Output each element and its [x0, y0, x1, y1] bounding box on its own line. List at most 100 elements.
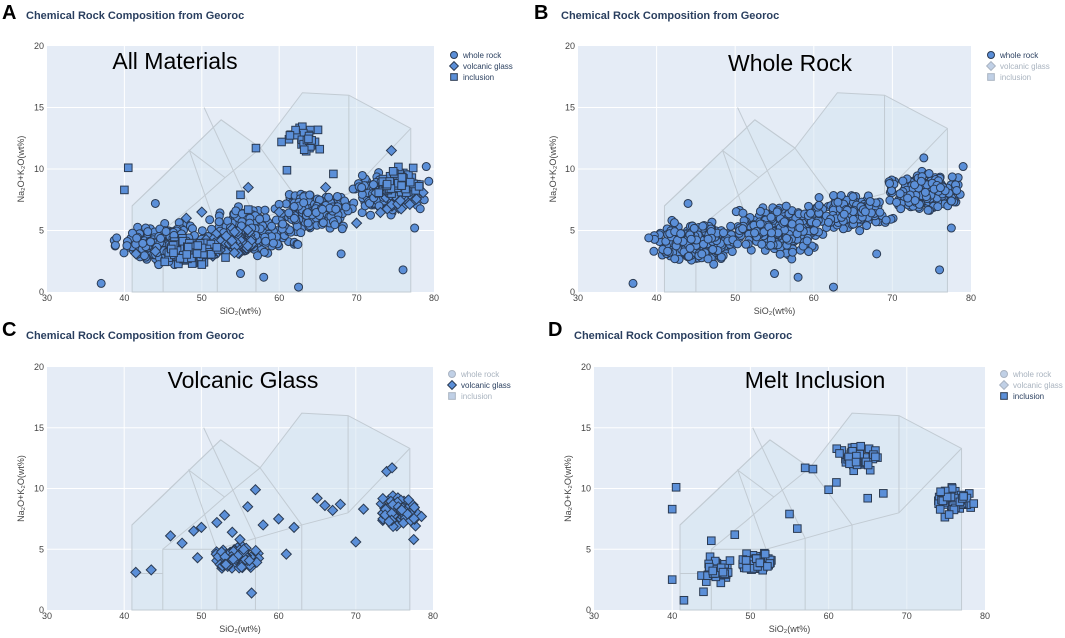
data-point: [386, 462, 398, 474]
panel-c-x-tick-label: 80: [428, 611, 438, 621]
data-point: [123, 163, 133, 173]
data-point: [959, 492, 968, 501]
data-point: [119, 248, 129, 258]
data-point: [811, 218, 821, 228]
panel-b-title: Chemical Rock Composition from Georoc: [561, 10, 779, 22]
legend-label: volcanic glass: [463, 62, 513, 71]
data-point: [187, 525, 200, 537]
panel-b-legend-item-whole-rock[interactable]: whole rock: [987, 51, 1040, 60]
data-point: [800, 463, 810, 473]
panel-a-x-tick-label: 40: [119, 293, 129, 303]
data-point: [330, 220, 340, 230]
data-point: [663, 246, 673, 256]
panel-d-x-tick-label: 70: [902, 611, 912, 621]
panel-a-legend[interactable]: whole rock volcanic glass inclusion: [448, 51, 513, 82]
data-point: [851, 457, 861, 467]
data-point: [259, 272, 269, 282]
panel-c-legend-item-volcanic-glass[interactable]: volcanic glass: [446, 379, 511, 391]
data-point: [828, 282, 838, 292]
panel-a-legend-item-volcanic-glass[interactable]: volcanic glass: [448, 60, 513, 72]
panel-a-legend-item-whole-rock[interactable]: whole rock: [450, 51, 503, 60]
legend-label: inclusion: [1000, 73, 1031, 82]
data-point: [397, 181, 406, 190]
data-point: [130, 248, 142, 260]
data-point: [145, 564, 157, 576]
panel-d-legend[interactable]: whole rock volcanic glass inclusion: [998, 370, 1063, 401]
panel-d-y-tick-label: 20: [581, 362, 591, 372]
panel-c-y-tick-label: 10: [34, 484, 44, 494]
data-point: [303, 218, 313, 228]
panel-c-x-tick-label: 60: [274, 611, 284, 621]
data-point: [195, 521, 208, 534]
panel-b-legend[interactable]: whole rock volcanic glass inclusion: [985, 51, 1050, 82]
data-point: [183, 242, 193, 252]
data-point: [782, 233, 792, 243]
data-point: [227, 553, 239, 566]
data-point: [919, 153, 929, 163]
panel-a-x-tick-label: 30: [42, 293, 52, 303]
data-point: [935, 505, 945, 514]
panel-b-legend-item-volcanic-glass[interactable]: volcanic glass: [985, 60, 1050, 72]
panel-c-legend[interactable]: whole rock volcanic glass inclusion: [446, 370, 511, 401]
data-point: [628, 278, 638, 288]
legend-marker-icon: [446, 379, 458, 391]
data-point: [160, 257, 170, 267]
data-point: [374, 206, 387, 219]
data-point: [699, 587, 708, 597]
data-point: [795, 223, 805, 233]
data-point: [741, 556, 751, 565]
panel-a-y-tick-label: 15: [34, 103, 44, 113]
legend-marker-icon: [448, 370, 456, 378]
panel-d-tas-boundary: [679, 439, 771, 526]
data-point: [879, 489, 888, 498]
data-point: [299, 145, 309, 155]
legend-label: whole rock: [462, 51, 502, 60]
panel-b-x-tick-label: 40: [652, 293, 662, 303]
data-point: [697, 249, 707, 259]
data-point: [916, 176, 926, 186]
panel-b-legend-item-inclusion[interactable]: inclusion: [987, 73, 1031, 82]
panel-c-tas-boundary: [162, 467, 261, 550]
panel-a-annotation: All Materials: [112, 48, 237, 74]
data-point: [197, 226, 207, 236]
panel-d-legend-item-inclusion[interactable]: inclusion: [1000, 392, 1044, 401]
data-point: [234, 533, 246, 546]
data-point: [709, 259, 719, 269]
data-point: [772, 207, 782, 217]
data-point: [785, 509, 794, 519]
data-point: [923, 205, 933, 215]
data-point: [303, 208, 313, 218]
data-point: [806, 208, 816, 218]
data-point: [824, 485, 833, 495]
data-point: [835, 449, 844, 458]
panel-d-legend-item-whole-rock[interactable]: whole rock: [1000, 370, 1053, 379]
data-point: [228, 226, 241, 238]
data-point: [833, 197, 843, 207]
data-point: [282, 165, 292, 175]
data-point: [718, 567, 728, 577]
panel-a-tas-boundary: [203, 107, 257, 220]
panel-a-legend-item-inclusion[interactable]: inclusion: [450, 73, 494, 82]
data-point: [196, 206, 208, 218]
panel-c-legend-item-inclusion[interactable]: inclusion: [448, 392, 492, 401]
data-point: [241, 224, 254, 236]
panel-b-x-tick-label: 30: [573, 293, 583, 303]
panel-d-legend-item-volcanic-glass[interactable]: volcanic glass: [998, 379, 1063, 391]
panel-c-legend-item-whole-rock[interactable]: whole rock: [448, 370, 501, 379]
panel-a-x-axis-label: SiO₂(wt%): [220, 306, 262, 316]
panel-b-tas-boundary: [695, 147, 796, 231]
panel-c-series-volcanic-glass: [130, 462, 428, 599]
data-point: [725, 556, 735, 565]
panel-b-y-tick-label: 15: [565, 103, 575, 113]
data-point: [132, 233, 142, 243]
data-point: [708, 244, 718, 254]
data-point: [164, 530, 177, 542]
panel-d-series-inclusion: [667, 441, 979, 605]
data-point: [236, 190, 245, 200]
data-point: [255, 214, 265, 224]
data-point: [738, 224, 748, 234]
data-point: [192, 249, 202, 258]
panel-b-y-axis-label: Na₂O+K₂O(wt%): [548, 136, 558, 203]
data-point: [875, 207, 885, 217]
